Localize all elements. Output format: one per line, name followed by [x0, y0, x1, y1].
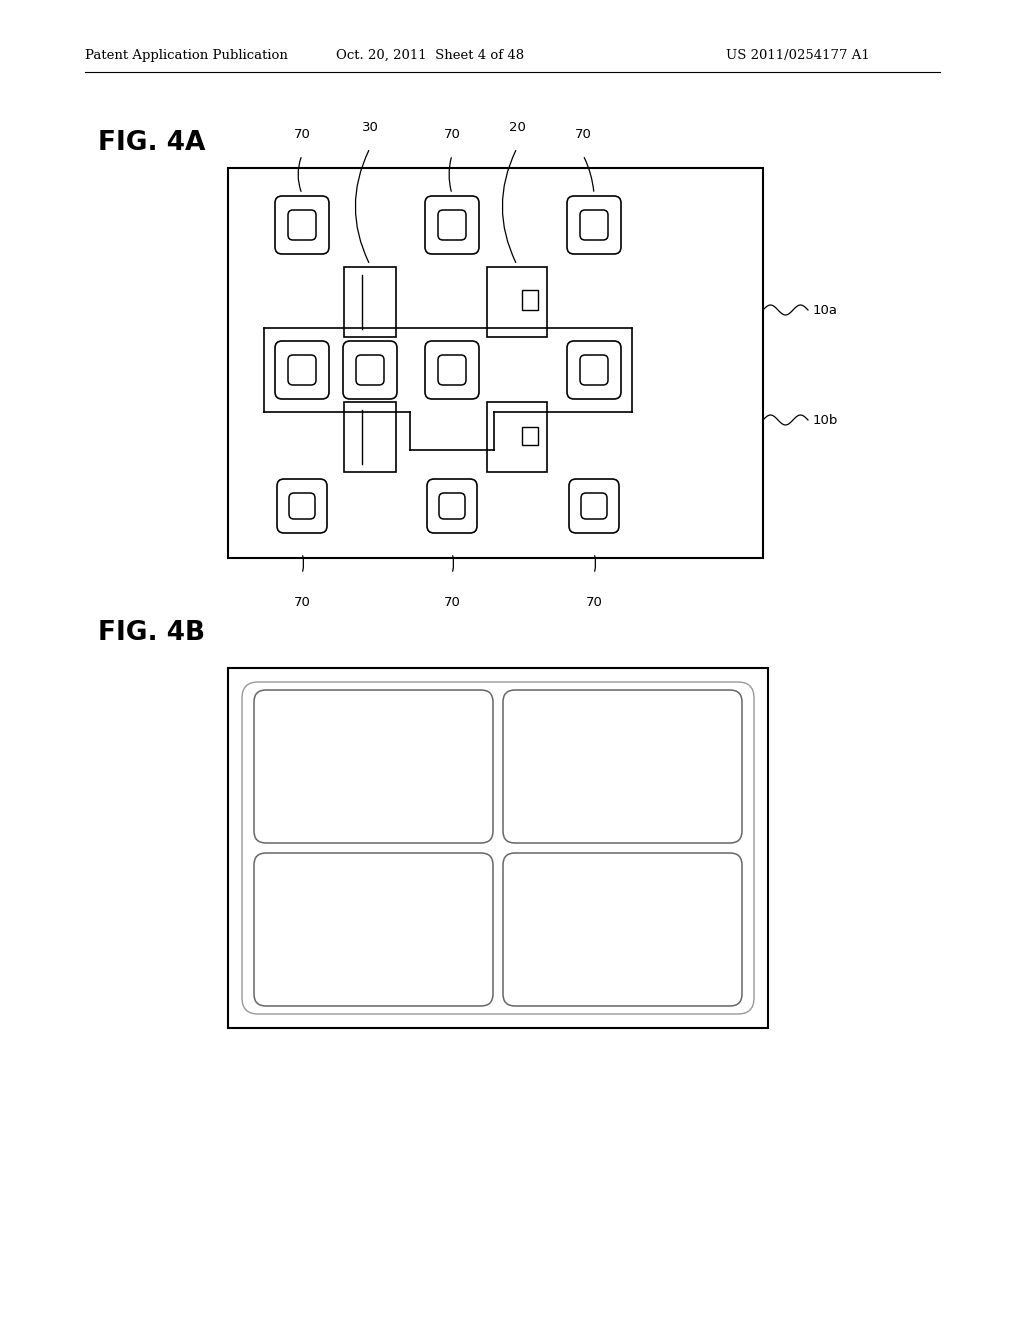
Text: 70: 70	[443, 128, 461, 141]
FancyBboxPatch shape	[254, 690, 493, 843]
Text: FIG. 4A: FIG. 4A	[98, 129, 206, 156]
Bar	[487, 403, 547, 473]
FancyBboxPatch shape	[503, 853, 742, 1006]
FancyBboxPatch shape	[439, 492, 465, 519]
Text: 70: 70	[443, 597, 461, 609]
Text: FIG. 4B: FIG. 4B	[98, 620, 205, 645]
Text: 70: 70	[586, 597, 602, 609]
FancyBboxPatch shape	[278, 479, 327, 533]
Bar	[344, 267, 396, 337]
FancyBboxPatch shape	[242, 682, 754, 1014]
FancyBboxPatch shape	[567, 341, 621, 399]
Text: US 2011/0254177 A1: US 2011/0254177 A1	[726, 49, 870, 62]
Text: Oct. 20, 2011  Sheet 4 of 48: Oct. 20, 2011 Sheet 4 of 48	[336, 49, 524, 62]
Text: 70: 70	[294, 597, 310, 609]
FancyBboxPatch shape	[254, 853, 493, 1006]
FancyBboxPatch shape	[503, 690, 742, 843]
FancyBboxPatch shape	[275, 195, 329, 253]
Text: 10a: 10a	[813, 304, 838, 317]
Bar	[522, 290, 538, 310]
FancyBboxPatch shape	[427, 479, 477, 533]
Text: Patent Application Publication: Patent Application Publication	[85, 49, 288, 62]
Text: 10b: 10b	[813, 413, 839, 426]
Bar	[228, 168, 763, 558]
FancyBboxPatch shape	[343, 341, 397, 399]
Bar	[522, 426, 538, 445]
Text: 30: 30	[361, 121, 379, 135]
Bar	[344, 403, 396, 473]
FancyBboxPatch shape	[580, 210, 608, 240]
FancyBboxPatch shape	[275, 341, 329, 399]
FancyBboxPatch shape	[356, 355, 384, 385]
Text: 70: 70	[574, 128, 592, 141]
FancyBboxPatch shape	[569, 479, 618, 533]
Bar	[228, 668, 768, 1028]
FancyBboxPatch shape	[288, 210, 316, 240]
FancyBboxPatch shape	[438, 210, 466, 240]
Bar	[487, 267, 547, 337]
Text: 70: 70	[294, 128, 310, 141]
FancyBboxPatch shape	[567, 195, 621, 253]
FancyBboxPatch shape	[425, 195, 479, 253]
FancyBboxPatch shape	[289, 492, 315, 519]
FancyBboxPatch shape	[580, 355, 608, 385]
FancyBboxPatch shape	[288, 355, 316, 385]
Text: 20: 20	[509, 121, 525, 135]
FancyBboxPatch shape	[438, 355, 466, 385]
FancyBboxPatch shape	[425, 341, 479, 399]
FancyBboxPatch shape	[581, 492, 607, 519]
